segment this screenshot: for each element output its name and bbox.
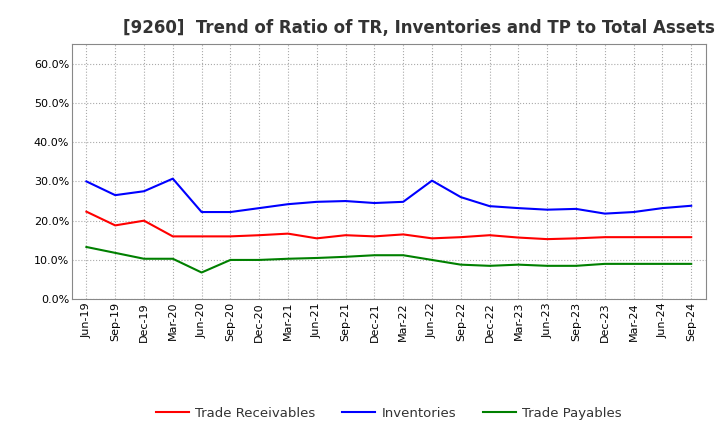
Trade Payables (514, 262, 523, 267)
Trade Receivables (111, 223, 120, 228)
Trade Payables (687, 261, 696, 267)
Inventories (514, 205, 523, 211)
Trade Payables (456, 262, 465, 267)
Trade Payables (572, 263, 580, 268)
Trade Payables (140, 256, 148, 261)
Trade Payables (82, 244, 91, 249)
Trade Payables (370, 253, 379, 258)
Trade Receivables (255, 233, 264, 238)
Trade Receivables (572, 236, 580, 241)
Trade Receivables (600, 235, 609, 240)
Trade Payables (312, 255, 321, 260)
Trade Payables (341, 254, 350, 260)
Inventories (341, 198, 350, 204)
Trade Receivables (197, 234, 206, 239)
Trade Receivables (485, 233, 494, 238)
Trade Payables (428, 257, 436, 263)
Trade Receivables (284, 231, 292, 236)
Trade Receivables (341, 233, 350, 238)
Trade Receivables (168, 234, 177, 239)
Trade Payables (255, 257, 264, 263)
Trade Payables (111, 250, 120, 256)
Legend: Trade Receivables, Inventories, Trade Payables: Trade Receivables, Inventories, Trade Pa… (150, 402, 627, 425)
Inventories (572, 206, 580, 212)
Inventories (197, 209, 206, 215)
Trade Payables (226, 257, 235, 263)
Trade Payables (399, 253, 408, 258)
Inventories (370, 200, 379, 205)
Line: Trade Receivables: Trade Receivables (86, 212, 691, 239)
Trade Receivables (370, 234, 379, 239)
Inventories (168, 176, 177, 181)
Line: Trade Payables: Trade Payables (86, 247, 691, 272)
Trade Receivables (428, 236, 436, 241)
Trade Payables (485, 263, 494, 268)
Text: [9260]  Trend of Ratio of TR, Inventories and TP to Total Assets: [9260] Trend of Ratio of TR, Inventories… (122, 19, 714, 37)
Inventories (111, 193, 120, 198)
Inventories (255, 205, 264, 211)
Trade Receivables (658, 235, 667, 240)
Trade Payables (600, 261, 609, 267)
Trade Receivables (82, 209, 91, 214)
Trade Receivables (226, 234, 235, 239)
Trade Receivables (543, 236, 552, 242)
Trade Receivables (456, 235, 465, 240)
Inventories (140, 189, 148, 194)
Inventories (658, 205, 667, 211)
Inventories (600, 211, 609, 216)
Line: Inventories: Inventories (86, 179, 691, 213)
Inventories (456, 194, 465, 200)
Trade Payables (658, 261, 667, 267)
Trade Receivables (514, 235, 523, 240)
Inventories (543, 207, 552, 213)
Trade Receivables (312, 236, 321, 241)
Inventories (399, 199, 408, 205)
Trade Receivables (687, 235, 696, 240)
Trade Payables (197, 270, 206, 275)
Trade Receivables (629, 235, 638, 240)
Trade Payables (543, 263, 552, 268)
Inventories (687, 203, 696, 209)
Inventories (284, 202, 292, 207)
Inventories (485, 204, 494, 209)
Inventories (82, 179, 91, 184)
Inventories (226, 209, 235, 215)
Inventories (312, 199, 321, 205)
Inventories (428, 178, 436, 183)
Trade Payables (284, 256, 292, 261)
Trade Payables (168, 256, 177, 261)
Trade Receivables (399, 232, 408, 237)
Trade Receivables (140, 218, 148, 224)
Inventories (629, 209, 638, 215)
Trade Payables (629, 261, 638, 267)
